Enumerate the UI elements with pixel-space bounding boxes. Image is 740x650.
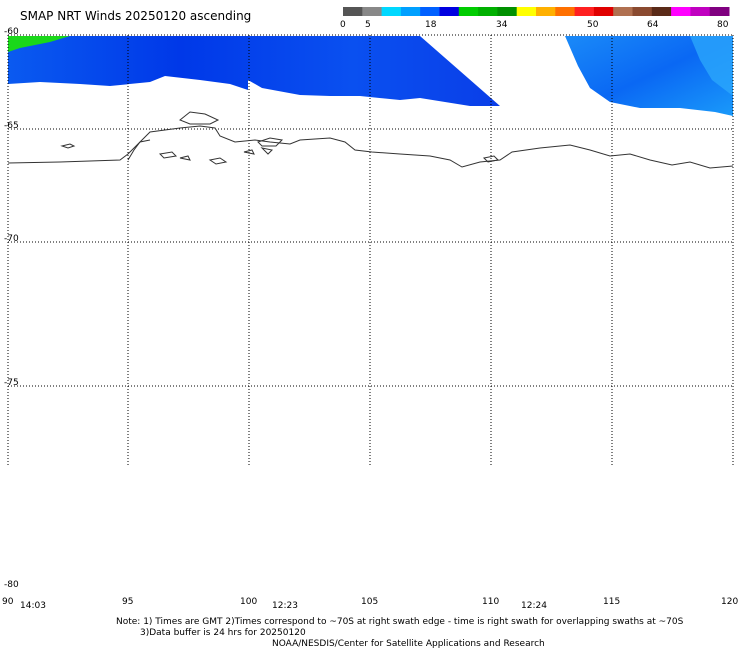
colorbar xyxy=(343,7,730,16)
colorbar-segment xyxy=(439,7,460,16)
lon-label-95: 95 xyxy=(122,597,134,607)
note-line-2: 3)Data buffer is 24 hrs for 20250120 xyxy=(140,628,306,638)
colorbar-label-80: 80 xyxy=(717,20,729,30)
wind-swath-right-light xyxy=(690,36,733,96)
coastline xyxy=(7,111,734,169)
colorbar-segment xyxy=(420,7,440,16)
colorbar-segment xyxy=(381,7,402,16)
colorbar-segment xyxy=(458,7,479,16)
colorbar-segment xyxy=(555,7,576,16)
time-label-1: 14:03 xyxy=(20,601,46,611)
colorbar-label-64: 64 xyxy=(647,20,659,30)
colorbar-label-5: 5 xyxy=(365,20,371,30)
colorbar-segment xyxy=(671,7,691,16)
lat-label-80: -80 xyxy=(4,580,19,590)
colorbar-segment xyxy=(516,7,537,16)
lon-label-120: 120 xyxy=(721,597,739,607)
lon-label-100: 100 xyxy=(240,597,258,607)
colorbar-label-50: 50 xyxy=(587,20,599,30)
colorbar-label-18: 18 xyxy=(425,20,437,30)
colorbar-segment xyxy=(574,7,595,16)
colorbar-segment xyxy=(536,7,556,16)
wind-swath-right xyxy=(565,36,733,116)
colorbar-segment xyxy=(362,7,383,16)
map-title: SMAP NRT Winds 20250120 ascending xyxy=(20,9,252,23)
lon-label-90: 90 xyxy=(2,597,14,607)
lon-label-115: 115 xyxy=(603,597,621,607)
lon-label-105: 105 xyxy=(361,597,379,607)
colorbar-segment xyxy=(478,7,498,16)
colorbar-label-34: 34 xyxy=(496,20,508,30)
lat-label-60: -60 xyxy=(4,27,19,37)
colorbar-segment xyxy=(497,7,518,16)
lat-label-75: -75 xyxy=(4,378,19,388)
colorbar-segment xyxy=(343,7,363,16)
lat-label-70: -70 xyxy=(4,234,19,244)
colorbar-segment xyxy=(400,7,421,16)
colorbar-segment xyxy=(709,7,730,16)
map-frame xyxy=(7,34,734,465)
time-label-2: 12:23 xyxy=(272,601,298,611)
time-label-3: 12:24 xyxy=(521,601,547,611)
colorbar-segment xyxy=(651,7,672,16)
colorbar-segment xyxy=(632,7,653,16)
note-line-1: Note: 1) Times are GMT 2)Times correspon… xyxy=(116,617,684,627)
note-line-3: NOAA/NESDIS/Center for Satellite Applica… xyxy=(272,639,545,649)
wind-swath-left-strong xyxy=(8,36,70,52)
graticule xyxy=(8,35,733,465)
colorbar-segment xyxy=(593,7,614,16)
lat-label-65: -65 xyxy=(4,121,19,131)
lon-label-110: 110 xyxy=(482,597,500,607)
colorbar-segment xyxy=(690,7,711,16)
colorbar-label-0: 0 xyxy=(340,20,346,30)
wind-swath-left xyxy=(8,36,500,106)
colorbar-segment xyxy=(613,7,633,16)
